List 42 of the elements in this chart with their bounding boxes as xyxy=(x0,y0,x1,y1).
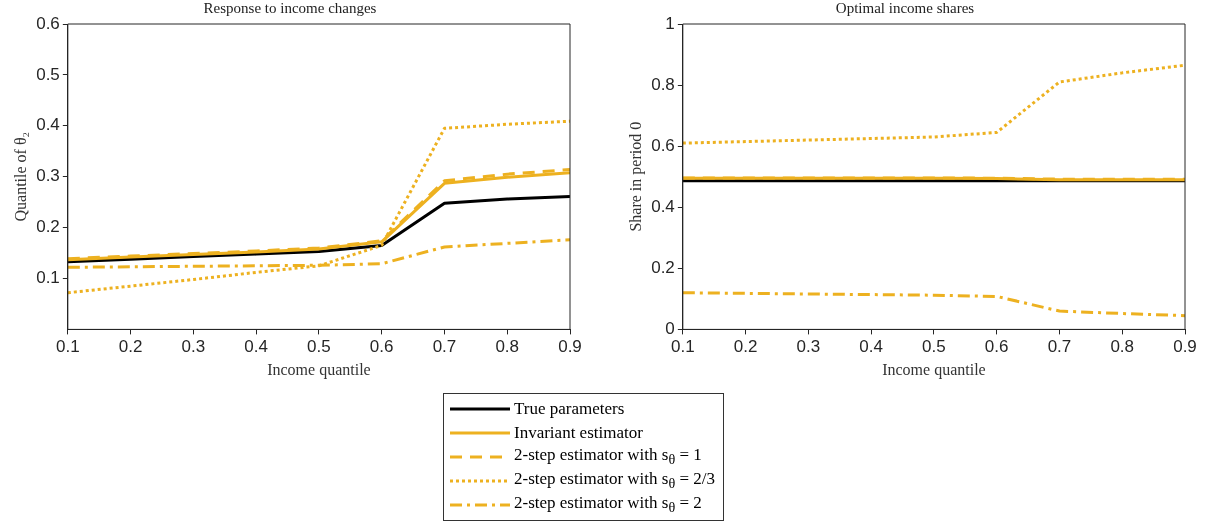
legend-label: 2-step estimator with s$_{θ}$ = 2/3 xyxy=(514,469,715,493)
x-tick-label: 0.8 xyxy=(495,337,520,357)
x-tick-label: 0.7 xyxy=(1047,337,1072,357)
y-tick-label: 0.6 xyxy=(651,135,675,155)
x-tick-label: 0.9 xyxy=(558,337,582,357)
legend-label: 2-step estimator with s$_{θ}$ = 1 xyxy=(514,445,702,469)
x-tick-label: 0.7 xyxy=(432,337,457,357)
x-tick-label: 0.5 xyxy=(922,337,946,357)
chart-title: Response to income changes xyxy=(203,0,377,16)
x-tick-label: 0.4 xyxy=(244,337,268,357)
x-tick-label: 0.3 xyxy=(181,337,206,357)
x-tick-label: 0.6 xyxy=(369,337,394,357)
y-axis-title: Quantile of θ₂ xyxy=(11,131,29,222)
x-axis-title: Income quantile xyxy=(882,360,986,379)
line-series xyxy=(682,291,1185,318)
legend-label: True parameters xyxy=(514,399,625,419)
y-tick-label: 0.1 xyxy=(36,268,60,288)
legend-label: Invariant estimator xyxy=(514,423,643,443)
x-tick-label: 0.2 xyxy=(733,337,758,357)
y-tick-label: 0 xyxy=(665,319,675,339)
x-tick-label: 0.8 xyxy=(1110,337,1135,357)
y-tick-label: 0.6 xyxy=(36,13,60,33)
x-tick-label: 0.1 xyxy=(56,337,80,357)
y-tick-label: 0.4 xyxy=(36,115,60,135)
y-tick-label: 0.2 xyxy=(36,217,60,237)
x-tick-label: 0.9 xyxy=(1173,337,1197,357)
y-tick-label: 0.2 xyxy=(651,258,675,278)
y-axis-title: Share in period 0 xyxy=(626,121,645,232)
y-tick-label: 0.8 xyxy=(651,74,675,94)
y-tick-label: 0.4 xyxy=(651,196,675,216)
line-series xyxy=(682,63,1185,145)
legend-label: 2-step estimator with s$_{θ}$ = 2 xyxy=(514,493,702,517)
x-axis-title: Income quantile xyxy=(267,360,371,379)
x-tick-label: 0.5 xyxy=(307,337,331,357)
x-tick-label: 0.2 xyxy=(118,337,143,357)
x-tick-label: 0.3 xyxy=(796,337,821,357)
y-tick-label: 0.5 xyxy=(36,64,60,84)
y-tick-label: 1 xyxy=(665,13,675,33)
x-tick-label: 0.4 xyxy=(859,337,883,357)
x-tick-label: 0.6 xyxy=(984,337,1009,357)
y-tick-label: 0.3 xyxy=(36,166,60,186)
chart-title: Optimal income shares xyxy=(835,0,975,16)
